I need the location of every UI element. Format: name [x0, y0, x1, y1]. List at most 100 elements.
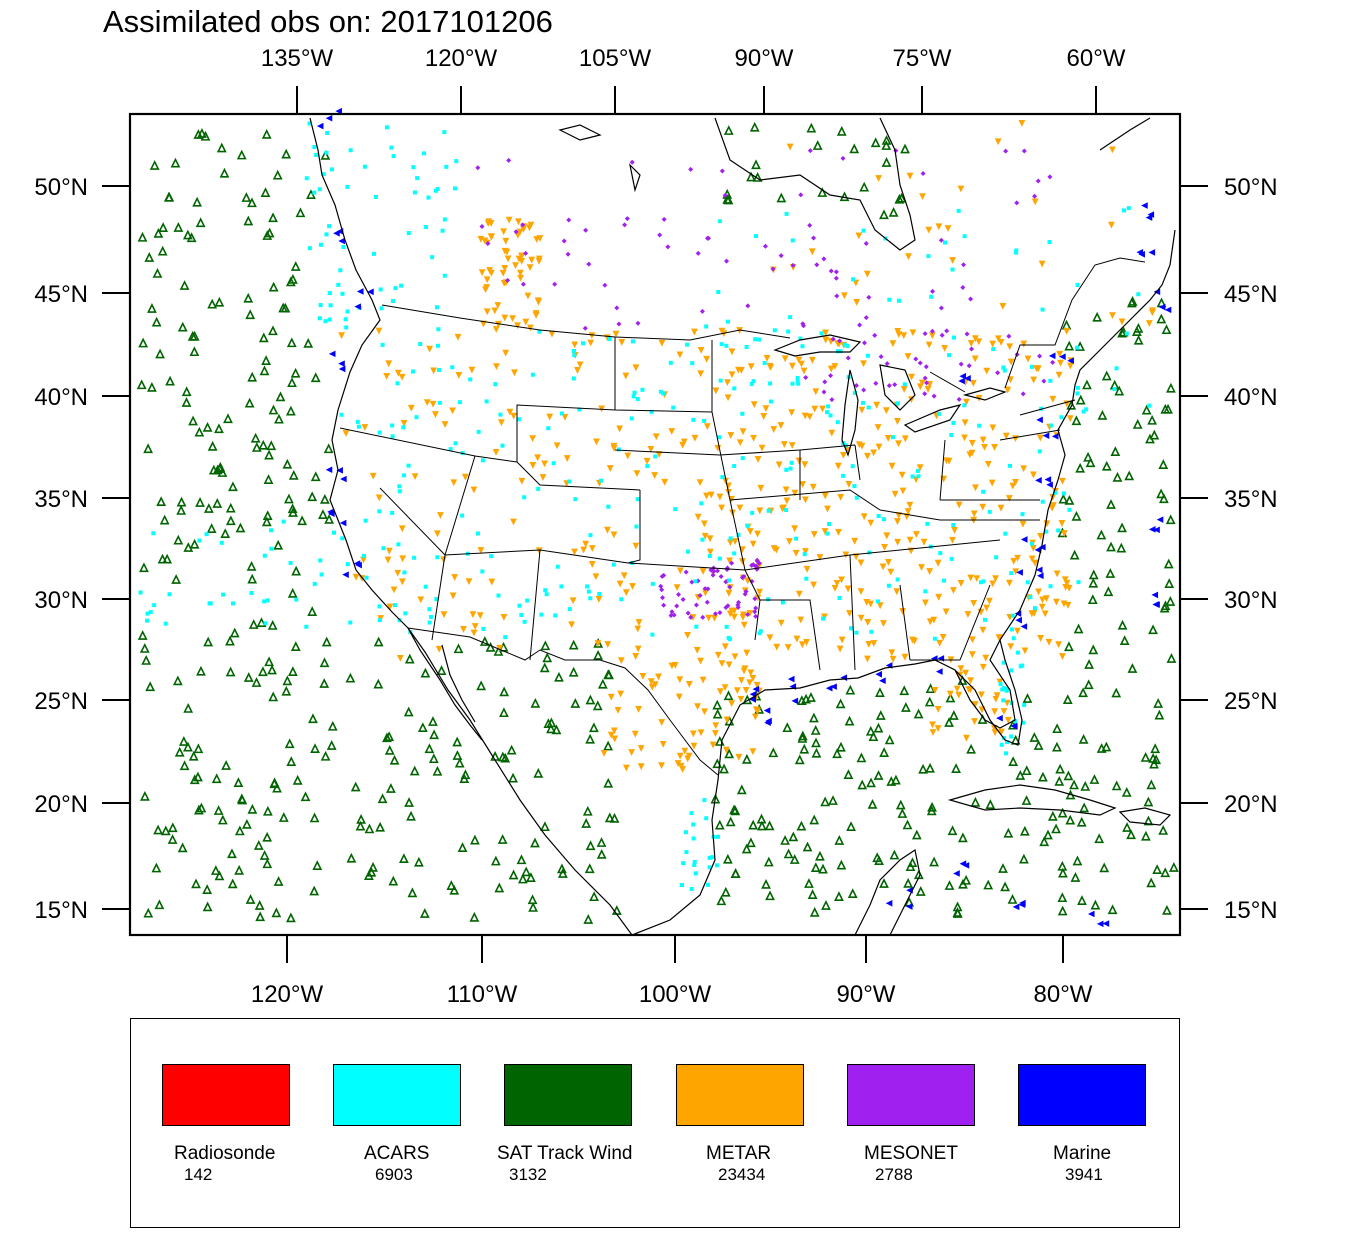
acars-marker	[1009, 734, 1014, 739]
metar-marker	[739, 428, 747, 436]
acars-marker	[269, 546, 274, 551]
metar-marker	[501, 314, 509, 322]
marine-marker	[1141, 202, 1148, 209]
sat-track-wind-marker	[288, 469, 299, 480]
florida-coastline	[954, 639, 1023, 746]
metar-marker	[922, 599, 929, 607]
mesonet-marker	[1035, 178, 1041, 184]
sat-track-wind-marker	[287, 503, 298, 514]
sat-track-wind-marker	[1121, 787, 1132, 797]
acars-marker	[653, 454, 658, 459]
map-frame	[128, 112, 1182, 937]
sat-track-wind-marker	[178, 736, 189, 746]
acars-marker	[890, 435, 895, 440]
sat-track-wind-marker	[250, 432, 261, 443]
sat-track-wind-marker	[609, 812, 620, 823]
acars-marker	[262, 599, 267, 604]
metar-marker	[536, 235, 544, 242]
metar-marker	[632, 542, 640, 550]
acars-marker	[197, 538, 202, 543]
sat-track-wind-marker	[145, 681, 156, 692]
metar-marker	[875, 175, 882, 182]
acars-marker	[790, 381, 795, 386]
sat-track-wind-marker	[849, 143, 860, 154]
acars-marker	[384, 125, 389, 130]
sat-track-wind-marker	[268, 404, 279, 415]
metar-marker	[709, 741, 717, 749]
us-canada-border	[381, 257, 1146, 393]
marine-marker	[763, 707, 771, 714]
sat-track-wind-marker	[300, 791, 311, 802]
metar-marker	[951, 527, 958, 534]
metar-marker	[791, 489, 799, 497]
acars-marker	[516, 417, 521, 422]
sat-track-wind-marker	[835, 698, 846, 709]
sat-track-wind-marker	[1039, 836, 1050, 847]
marine-marker	[959, 860, 967, 868]
mesonet-marker	[778, 253, 784, 259]
metar-marker	[747, 363, 755, 371]
metar-marker	[476, 612, 484, 620]
acars-marker	[951, 522, 956, 527]
acars-marker	[551, 461, 556, 466]
acars-marker	[680, 883, 685, 888]
metar-marker	[731, 653, 739, 661]
metar-marker	[981, 444, 988, 451]
legend-count: 2788	[875, 1165, 913, 1184]
acars-marker	[1004, 751, 1009, 756]
metar-marker	[810, 581, 817, 589]
metar-marker	[529, 462, 537, 469]
acars-marker	[450, 365, 455, 370]
sat-track-wind-marker	[1021, 765, 1032, 776]
sat-track-wind-marker	[247, 371, 258, 382]
sat-track-wind-marker	[723, 125, 734, 135]
acars-marker	[694, 624, 699, 629]
metar-marker	[394, 369, 402, 377]
sat-track-wind-marker	[720, 886, 731, 897]
sat-track-wind-marker	[1088, 644, 1099, 655]
mesonet-marker	[790, 262, 796, 268]
metar-marker	[754, 530, 761, 538]
sat-track-wind-marker	[211, 773, 222, 784]
metar-marker	[580, 546, 588, 554]
metar-marker	[512, 262, 519, 270]
metar-marker	[777, 619, 785, 627]
metar-marker	[972, 484, 979, 492]
metar-marker	[1065, 584, 1073, 592]
acars-marker	[784, 508, 789, 513]
metar-marker	[979, 503, 987, 511]
sat-track-wind-marker	[228, 481, 238, 492]
acars-marker	[887, 297, 892, 302]
metar-marker	[775, 461, 783, 469]
acars-marker	[635, 397, 640, 402]
metar-marker	[703, 423, 711, 431]
acars-marker	[411, 369, 416, 374]
sat-track-wind-marker	[951, 763, 961, 773]
acars-marker	[1029, 541, 1034, 546]
acars-marker	[956, 208, 961, 213]
acars-marker	[852, 390, 857, 395]
acars-marker	[998, 681, 1003, 686]
metar-marker	[999, 303, 1007, 310]
sat-track-wind-marker	[797, 730, 808, 741]
sat-track-wind-marker	[268, 691, 279, 702]
metar-marker	[1066, 415, 1074, 422]
left-lat-label: 45°N	[34, 281, 88, 308]
sat-track-wind-marker	[1022, 693, 1033, 703]
sat-track-wind-marker	[207, 298, 218, 309]
marine-marker	[1020, 623, 1028, 630]
metar-marker	[855, 232, 863, 240]
metar-marker	[1012, 479, 1019, 486]
metar-marker	[1021, 647, 1029, 655]
metar-marker	[502, 237, 510, 245]
metar-marker	[561, 413, 569, 421]
acars-marker	[1049, 423, 1054, 428]
sat-track-wind-marker	[818, 863, 828, 874]
acars-marker	[307, 121, 312, 126]
acars-marker	[751, 379, 756, 384]
acars-marker	[1000, 687, 1005, 692]
sat-track-wind-marker	[160, 825, 171, 836]
sat-track-wind-marker	[154, 899, 165, 910]
acars-marker	[717, 435, 722, 440]
